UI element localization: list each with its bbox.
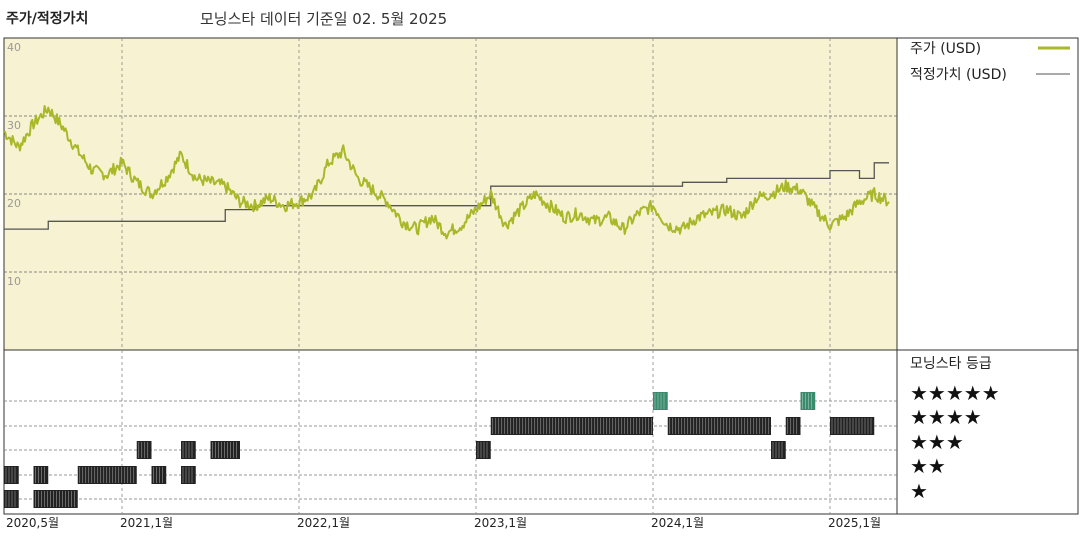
x-tick-label: 2025,1월: [828, 516, 881, 530]
legend-price-label: 주가 (USD): [910, 41, 981, 57]
rating-segment-2: [4, 466, 19, 484]
rating-2-stars: ★★: [910, 454, 946, 478]
y-tick-label: 10: [7, 275, 21, 288]
rating-bar: [33, 490, 78, 508]
rating-segment-4: [667, 417, 771, 435]
rating-title: 모닝스타 등급: [910, 356, 992, 372]
rating-5-stars: ★★★★★: [910, 381, 1000, 405]
x-tick-label: 2023,1월: [474, 516, 527, 530]
rating-segment-4: [830, 417, 875, 435]
rating-segment-3: [210, 441, 240, 459]
rating-segment-1: [4, 490, 19, 508]
x-tick-label: 2021,1월: [120, 516, 173, 530]
rating-legend-panel: [896, 349, 1079, 515]
rating-4-stars: ★★★★: [910, 405, 982, 429]
y-tick-label: 40: [7, 41, 21, 54]
rating-bar: [667, 417, 771, 435]
rating-bar: [490, 417, 653, 435]
x-tick-label: 2024,1월: [651, 516, 704, 530]
rating-segment-2: [33, 466, 49, 484]
rating-segment-2: [77, 466, 137, 484]
rating-segment-3: [181, 441, 196, 459]
rating-segment-5: [653, 392, 668, 410]
y-tick-label: 20: [7, 197, 21, 210]
rating-segment-4: [785, 417, 801, 435]
rating-bar: [830, 417, 875, 435]
x-tick-label: 2022,1월: [297, 516, 350, 530]
rating-segment-2: [151, 466, 167, 484]
rating-segment-3: [476, 441, 491, 459]
x-tick-label: 2020,5월: [6, 516, 59, 530]
fair-value-line: [4, 162, 889, 230]
legend-panel: [896, 37, 1079, 351]
rating-segment-2: [181, 466, 196, 484]
rating-1-stars: ★: [910, 479, 928, 503]
rating-bar: [210, 441, 240, 459]
rating-segment-1: [33, 490, 78, 508]
rating-segment-4: [490, 417, 653, 435]
rating-segment-3: [136, 441, 152, 459]
rating-segment-5: [800, 392, 816, 410]
chart-subtitle: 모닝스타 데이터 기준일 02. 5월 2025: [200, 10, 448, 28]
price-line: [3, 105, 890, 240]
chart-title: 주가/적정가치: [6, 11, 89, 27]
y-tick-label: 30: [7, 119, 21, 132]
rating-segment-3: [771, 441, 786, 459]
rating-3-stars: ★★★: [910, 430, 964, 454]
legend-fair-label: 적정가치 (USD): [910, 67, 1007, 83]
